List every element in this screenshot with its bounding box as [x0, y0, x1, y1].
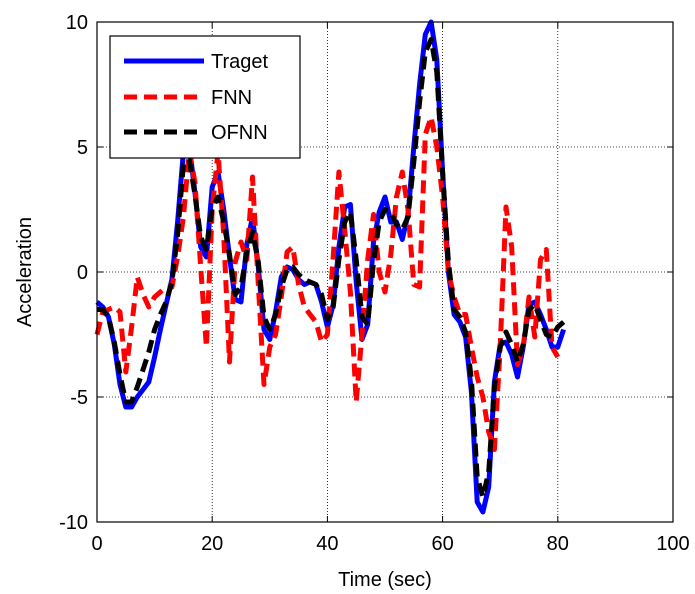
ticks: [96, 21, 674, 523]
y-tick-label: -5: [70, 387, 88, 409]
series-line-ofnn: [97, 37, 566, 500]
series-layer: [94, 19, 566, 515]
y-tick-label: 5: [77, 137, 88, 159]
tick-labels: 0 20 40 60 80 100 -10 -5 0 5 10: [59, 12, 690, 555]
y-tick-label: -10: [59, 512, 88, 534]
y-axis-label: Acceleration: [14, 217, 36, 327]
x-tick-label: 100: [656, 533, 689, 555]
legend-label-fnn: FNN: [211, 87, 252, 109]
legend-label-traget: Traget: [211, 51, 269, 73]
x-tick-label: 40: [316, 533, 338, 555]
legend: Traget FNN OFNN: [109, 35, 301, 159]
series-line-fnn: [94, 114, 560, 452]
x-tick-label: 20: [201, 533, 223, 555]
y-tick-label: 10: [66, 12, 88, 34]
x-axis-label: Time (sec): [338, 569, 432, 591]
x-tick-label: 60: [431, 533, 453, 555]
legend-box: [109, 35, 301, 159]
x-tick-label: 0: [91, 533, 102, 555]
legend-label-ofnn: OFNN: [211, 122, 268, 144]
x-tick-label: 80: [547, 533, 569, 555]
y-tick-label: 0: [77, 262, 88, 284]
